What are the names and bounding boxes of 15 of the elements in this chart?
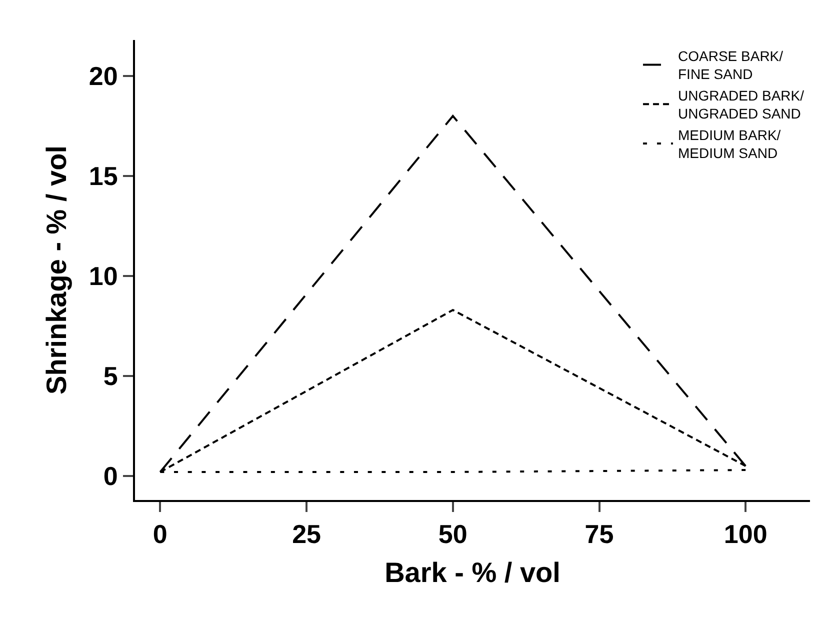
x-axis-title: Bark - % / vol <box>384 556 560 588</box>
legend-label: UNGRADED BARK/ UNGRADED SAND <box>678 87 804 122</box>
y-tick-label: 15 <box>88 161 118 192</box>
legend-label: MEDIUM BARK/ MEDIUM SAND <box>678 126 781 162</box>
y-tick-label: 5 <box>103 361 118 392</box>
y-axis-title: Shrinkage - % / vol <box>41 146 72 394</box>
x-tick-label: 75 <box>584 519 614 550</box>
legend-label: COARSE BARK/ FINE SAND <box>678 48 784 82</box>
y-tick-label: 10 <box>88 261 118 292</box>
x-tick-label: 0 <box>152 519 168 550</box>
x-tick-label: 100 <box>724 519 768 550</box>
x-tick-label: 25 <box>292 519 321 550</box>
y-tick-label: 20 <box>88 61 118 92</box>
x-tick-label: 50 <box>438 519 468 550</box>
y-tick-label: 0 <box>103 461 118 492</box>
